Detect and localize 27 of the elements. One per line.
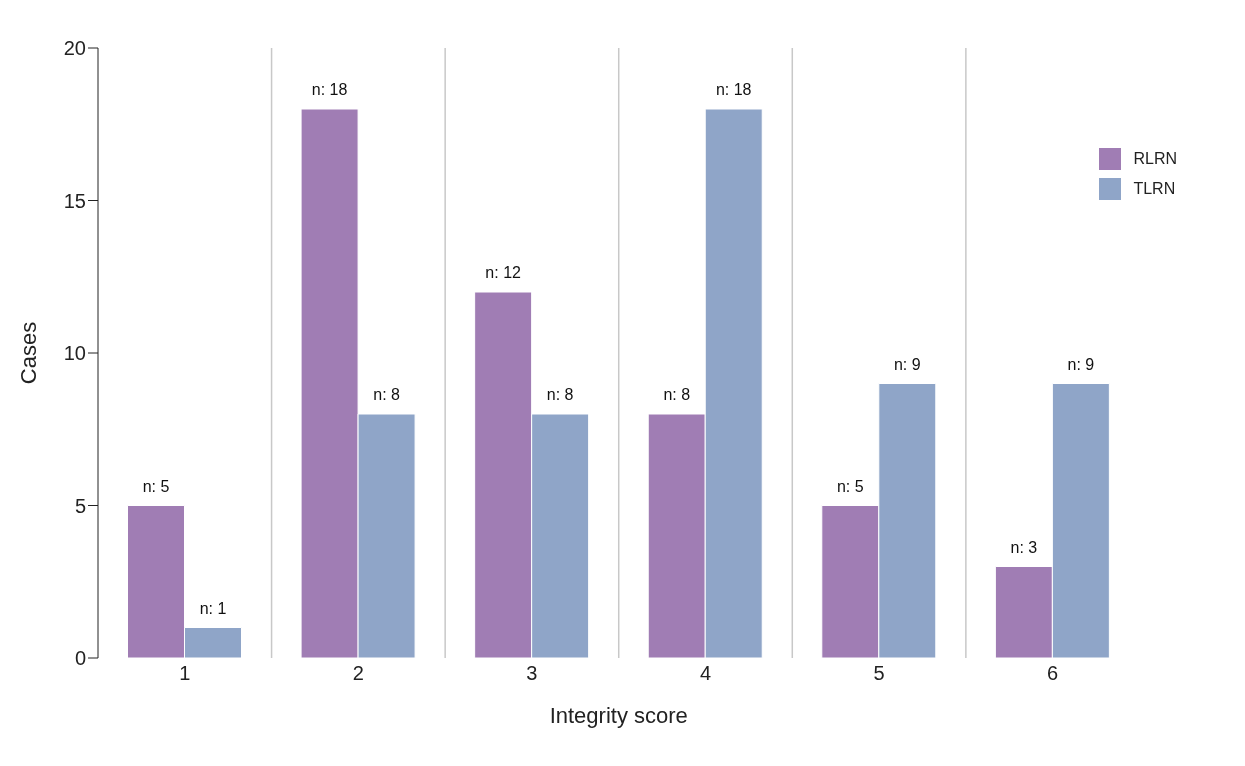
x-tick-label: 3 — [526, 662, 538, 685]
data-label: n: 18 — [715, 81, 752, 98]
y-tick-label: 10 — [63, 342, 86, 365]
data-label: n: 5 — [142, 477, 170, 495]
x-tick-label: 5 — [873, 662, 885, 685]
legend-label: RLRN — [1133, 149, 1177, 169]
y-tick-label: 15 — [63, 189, 86, 212]
data-label: n: 18 — [311, 81, 348, 98]
data-label: n: 9 — [1067, 355, 1095, 373]
y-tick-label: 20 — [63, 37, 86, 60]
x-tick-label: 2 — [352, 662, 364, 685]
data-label: n: 12 — [485, 264, 522, 281]
data-label: n: 8 — [546, 386, 574, 403]
x-tick-label: 4 — [699, 662, 712, 685]
data-label: n: 1 — [199, 599, 227, 617]
data-label: n: 8 — [373, 386, 401, 403]
x-tick-label: 6 — [1047, 662, 1059, 685]
data-label: n: 9 — [893, 355, 921, 373]
y-tick-label: 0 — [74, 647, 86, 670]
data-label: n: 3 — [1010, 538, 1038, 556]
data-label: n: 8 — [663, 386, 691, 403]
legend-label: TLRN — [1133, 179, 1176, 199]
x-axis-title: Integrity score — [549, 703, 688, 728]
y-tick-label: 5 — [74, 494, 86, 517]
x-tick-label: 1 — [179, 662, 191, 685]
data-label: n: 5 — [836, 477, 864, 495]
y-axis-title: Cases — [15, 321, 41, 385]
